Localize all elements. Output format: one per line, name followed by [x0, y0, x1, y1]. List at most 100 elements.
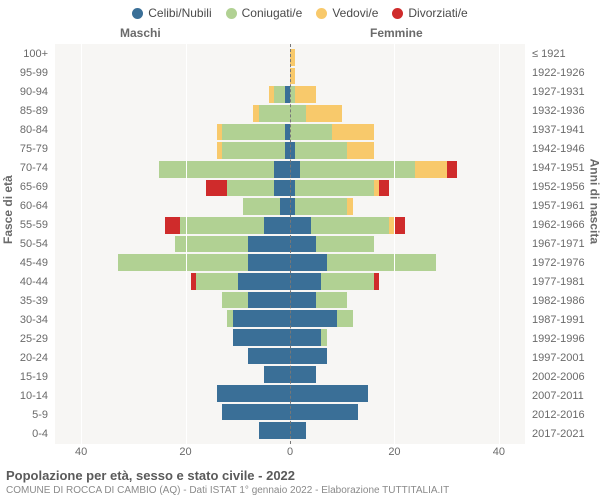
bar-segment	[316, 236, 373, 253]
female-bar	[290, 329, 327, 346]
bar-segment	[165, 217, 181, 234]
female-bar	[290, 385, 368, 402]
bar-segment	[264, 217, 290, 234]
bar-segment	[316, 292, 347, 309]
male-bar	[264, 366, 290, 383]
age-label: 90-94	[0, 82, 52, 101]
female-bar	[290, 292, 347, 309]
bar-segment	[243, 198, 280, 215]
bar-segment	[290, 105, 306, 122]
birth-label: 1932-1936	[528, 101, 598, 120]
bar-segment	[290, 236, 316, 253]
bar-segment	[227, 180, 274, 197]
bar-segment	[290, 254, 327, 271]
bar-segment	[233, 329, 290, 346]
male-bar	[233, 329, 290, 346]
legend-swatch	[226, 8, 237, 19]
legend-label: Celibi/Nubili	[148, 6, 211, 20]
age-label: 40-44	[0, 273, 52, 292]
male-bar	[175, 236, 290, 253]
birth-label: 1922-1926	[528, 63, 598, 82]
legend-item: Celibi/Nubili	[132, 6, 211, 20]
bar-segment	[290, 404, 358, 421]
bar-segment	[290, 124, 332, 141]
birth-label: 2012-2016	[528, 406, 598, 425]
bar-segment	[248, 292, 290, 309]
birth-label: 1942-1946	[528, 139, 598, 158]
age-label: 95-99	[0, 63, 52, 82]
bar-segment	[311, 217, 389, 234]
bar-segment	[159, 161, 274, 178]
bar-segment	[290, 217, 311, 234]
bar-segment	[238, 273, 290, 290]
age-label: 25-29	[0, 330, 52, 349]
bar-segment	[290, 273, 321, 290]
bar-segment	[290, 385, 368, 402]
birth-label: 1977-1981	[528, 273, 598, 292]
bar-segment	[248, 236, 290, 253]
female-bar	[290, 161, 457, 178]
male-bar	[206, 180, 290, 197]
female-bar	[290, 273, 379, 290]
birth-label: 1972-1976	[528, 254, 598, 273]
legend-label: Divorziati/e	[408, 6, 467, 20]
gridline	[81, 44, 82, 444]
age-label: 65-69	[0, 177, 52, 196]
bar-segment	[222, 292, 248, 309]
female-bar	[290, 236, 374, 253]
bar-segment	[217, 385, 290, 402]
age-label: 80-84	[0, 120, 52, 139]
chart-subtitle: COMUNE DI ROCCA DI CAMBIO (AQ) - Dati IS…	[6, 485, 594, 496]
bar-segment	[379, 180, 389, 197]
bar-segment	[295, 180, 373, 197]
male-bar	[222, 404, 290, 421]
population-pyramid-chart: Celibi/NubiliConiugati/eVedovi/eDivorzia…	[0, 0, 600, 500]
bar-segment	[290, 161, 300, 178]
female-bar	[290, 198, 353, 215]
gridline	[499, 44, 500, 444]
birth-label: 2007-2011	[528, 387, 598, 406]
female-label: Femmine	[370, 26, 423, 40]
bar-segment	[290, 310, 337, 327]
x-tick: 20	[388, 446, 400, 458]
male-bar	[165, 217, 290, 234]
chart-footer: Popolazione per età, sesso e stato civil…	[6, 468, 594, 496]
bar-segment	[332, 124, 374, 141]
birth-label: 1952-1956	[528, 177, 598, 196]
birth-label: 1967-1971	[528, 234, 598, 253]
age-label: 5-9	[0, 406, 52, 425]
bar-segment	[118, 254, 249, 271]
birth-label: 1947-1951	[528, 158, 598, 177]
bar-segment	[274, 86, 284, 103]
chart-title: Popolazione per età, sesso e stato civil…	[6, 468, 594, 483]
legend-item: Vedovi/e	[316, 6, 378, 20]
age-label: 45-49	[0, 254, 52, 273]
bar-segment	[321, 329, 326, 346]
x-axis-ticks: 402002040	[55, 446, 525, 460]
birth-label: 1957-1961	[528, 196, 598, 215]
age-label: 50-54	[0, 234, 52, 253]
female-bar	[290, 254, 436, 271]
bar-segment	[222, 142, 285, 159]
female-bar	[290, 422, 306, 439]
bar-segment	[233, 310, 290, 327]
age-label: 15-19	[0, 368, 52, 387]
female-bar	[290, 366, 316, 383]
age-label: 30-34	[0, 311, 52, 330]
bar-segment	[306, 105, 343, 122]
bar-segment	[290, 329, 321, 346]
bar-segment	[295, 142, 347, 159]
age-label: 10-14	[0, 387, 52, 406]
age-label: 60-64	[0, 196, 52, 215]
age-label: 70-74	[0, 158, 52, 177]
bar-segment	[274, 180, 290, 197]
bar-segment	[415, 161, 446, 178]
legend: Celibi/NubiliConiugati/eVedovi/eDivorzia…	[0, 6, 600, 20]
bar-segment	[264, 366, 290, 383]
bar-segment	[394, 217, 404, 234]
birth-label: 1987-1991	[528, 311, 598, 330]
male-bar	[217, 124, 290, 141]
female-bar	[290, 86, 316, 103]
bar-segment	[300, 161, 415, 178]
male-bar	[227, 310, 290, 327]
